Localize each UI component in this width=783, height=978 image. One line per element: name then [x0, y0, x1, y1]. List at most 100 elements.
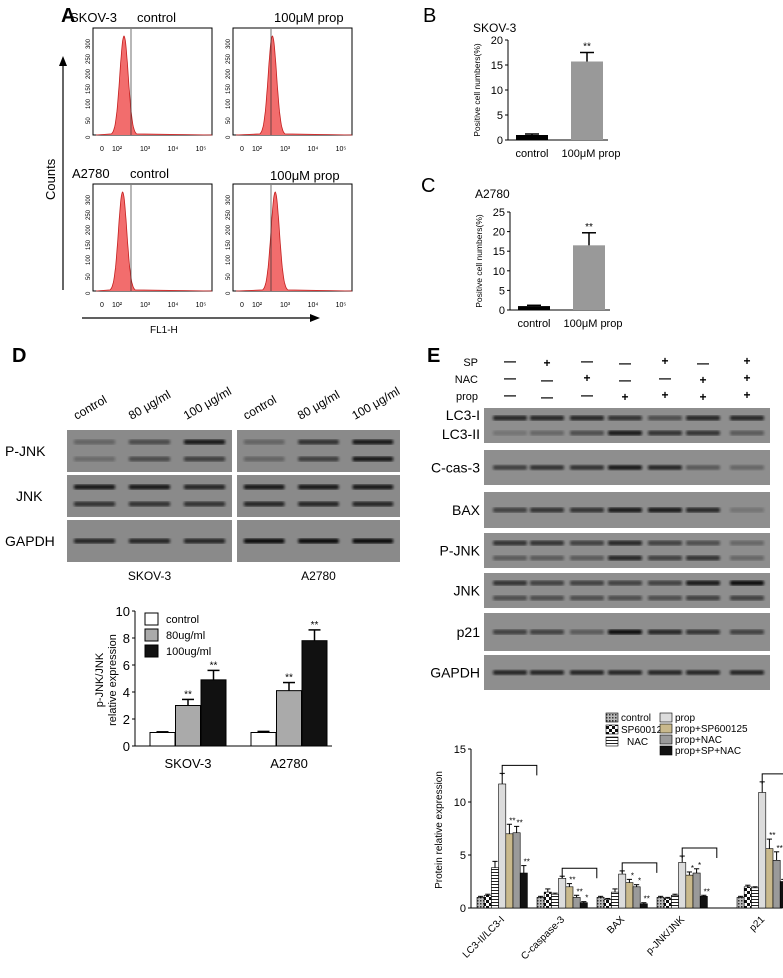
bar: [301, 640, 328, 747]
significance-label: **: [585, 222, 593, 233]
hist-title-control-2: control: [130, 166, 169, 181]
protein-band: [570, 580, 604, 586]
y-axis-label: p-JNK/JNK: [94, 652, 106, 707]
y-tick-label: 300: [226, 38, 232, 49]
condition-sign: +: [661, 388, 668, 402]
protein-band: [730, 415, 764, 421]
protein-band: [730, 595, 764, 601]
protein-band: [493, 465, 527, 470]
protein-band: [243, 501, 285, 507]
hist-cell-skov3: SKOV-3: [70, 10, 117, 25]
x-tick-label: 100μM prop: [562, 148, 621, 160]
protein-band: [493, 580, 527, 586]
blot-row-label: LC3-II: [442, 426, 480, 442]
protein-band: [686, 415, 720, 421]
y-tick-label: 0: [499, 305, 505, 317]
x-tick-label: LC3-II/LC3-I: [461, 914, 507, 960]
protein-band: [608, 629, 642, 635]
bar: [685, 874, 694, 909]
protein-band: [608, 465, 642, 470]
significance-label: **: [516, 818, 522, 827]
bar: [678, 862, 687, 909]
protein-band: [648, 430, 682, 436]
significance-label: **: [769, 831, 775, 840]
protein-band: [686, 430, 720, 436]
cell-line-label: A2780: [301, 569, 336, 583]
protein-band: [128, 484, 171, 490]
y-tick-label: 150: [86, 83, 92, 94]
bar: [551, 893, 559, 909]
significance-bracket: [621, 862, 658, 873]
protein-band: [730, 430, 764, 436]
bar: [779, 881, 783, 909]
blot-row-label: JNK: [454, 583, 481, 599]
y-tick-label: 300: [226, 194, 232, 205]
significance-label: **: [569, 876, 575, 885]
y-axis-label: relative expression: [107, 634, 119, 726]
protein-band: [608, 555, 642, 561]
x-tick-label: 10²: [252, 146, 263, 153]
condition-sign: —: [541, 373, 553, 387]
x-tick-label: 10⁴: [308, 302, 319, 309]
bar: [692, 872, 701, 909]
condition-sign: +: [743, 354, 750, 368]
protein-band: [730, 580, 764, 586]
condition-sign: +: [699, 373, 706, 387]
bar: [175, 705, 201, 747]
blot-panel: [484, 408, 770, 443]
hist-title-prop-1: 100μM prop: [274, 10, 344, 25]
y-tick-label: 8: [123, 631, 130, 646]
x-tick-label: p21: [748, 914, 768, 934]
significance-label: **: [776, 844, 782, 853]
bar: [558, 878, 567, 909]
y-tick-label: 200: [86, 224, 92, 235]
y-tick-label: 50: [226, 117, 232, 124]
protein-band: [730, 507, 764, 513]
x-tick-label: BAX: [605, 914, 627, 936]
bar: [483, 894, 492, 909]
significance-label: **: [704, 887, 710, 896]
y-tick-label: 10: [454, 797, 466, 809]
y-axis-label: Positive cell numbers(%): [474, 214, 484, 308]
protein-band: [570, 595, 604, 601]
protein-band: [686, 465, 720, 470]
histogram-frame: [232, 183, 353, 292]
x-tick-label: 10⁴: [308, 146, 319, 153]
y-axis-label: Protein relative expression: [434, 771, 445, 889]
legend-swatch: [659, 745, 673, 756]
condition-sign: —: [581, 354, 593, 368]
bar: [200, 679, 227, 747]
protein-band: [352, 501, 394, 507]
condition-sign: +: [621, 390, 628, 404]
lane-label: 80 μg/ml: [126, 387, 173, 422]
bar: [765, 848, 774, 909]
x-tick-label: 0: [100, 302, 104, 309]
bar: [596, 897, 605, 909]
protein-band: [648, 629, 682, 635]
protein-band: [570, 430, 604, 436]
bar: [505, 833, 514, 909]
legend-label: prop+NAC: [675, 735, 722, 746]
x-tick-label: 10⁴: [168, 146, 179, 153]
bar: [476, 897, 485, 909]
protein-band: [570, 670, 604, 675]
protein-band: [608, 595, 642, 601]
x-tick-label: 10⁵: [196, 146, 207, 153]
significance-label: *: [638, 877, 641, 886]
blot-panel: [484, 573, 770, 608]
protein-band: [73, 456, 116, 462]
x-tick-label: SKOV-3: [165, 756, 212, 771]
lane-label: control: [241, 392, 279, 422]
histogram-frame: [92, 183, 213, 292]
protein-band: [648, 595, 682, 601]
protein-band: [128, 501, 171, 507]
bar: [491, 867, 499, 909]
x-tick-label: 10³: [140, 302, 151, 309]
bar: [656, 897, 665, 909]
protein-band: [530, 629, 564, 635]
histogram-frame: [92, 27, 213, 136]
legend-swatch: [144, 644, 159, 658]
protein-band: [493, 540, 527, 546]
bar: [512, 832, 521, 909]
y-tick-label: 5: [460, 850, 466, 862]
